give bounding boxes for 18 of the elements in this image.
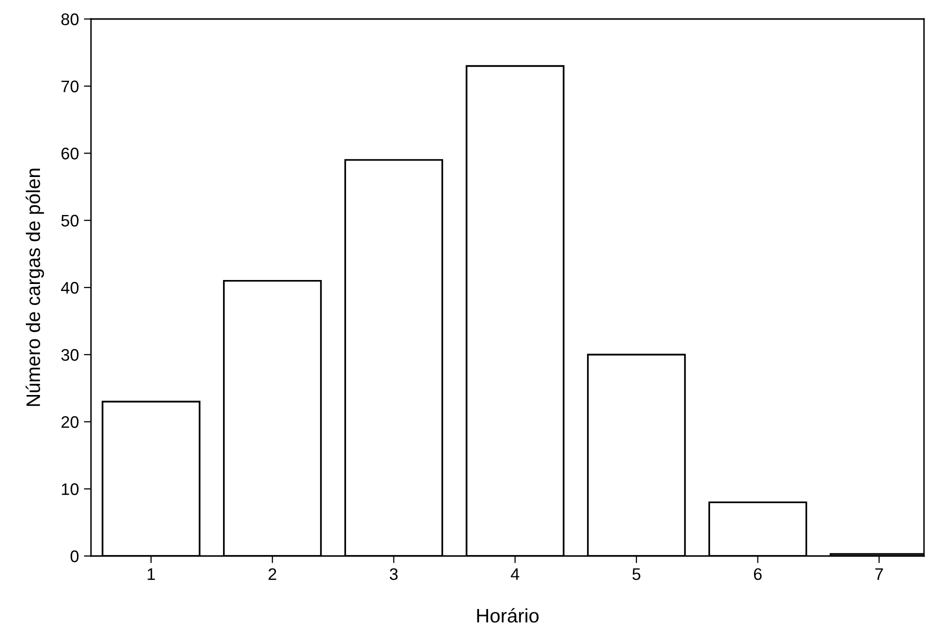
x-tick-label: 5: [632, 568, 640, 580]
y-tick-label: 50: [61, 214, 79, 227]
x-tick-label: 1: [148, 568, 155, 580]
y-tick-label: 20: [61, 416, 79, 428]
y-tick-label: 30: [61, 349, 79, 361]
y-tick-label: 10: [62, 483, 79, 496]
y-tick-label: 80: [61, 13, 79, 26]
x-tick-label: 7: [875, 568, 883, 580]
x-axis-title: Horário: [477, 608, 539, 623]
x-tick-label: 6: [754, 568, 762, 580]
y-tick-label: 40: [61, 282, 79, 294]
y-tick-label: 70: [62, 80, 79, 92]
y-axis-title: Número de cargas de pólen: [26, 168, 44, 406]
x-tick-label: 4: [510, 568, 520, 580]
y-tick-label: 0: [70, 550, 79, 562]
y-tick-label: 60: [62, 148, 79, 160]
x-tick-label: 3: [390, 568, 398, 580]
x-tick-label: 2: [268, 568, 276, 580]
